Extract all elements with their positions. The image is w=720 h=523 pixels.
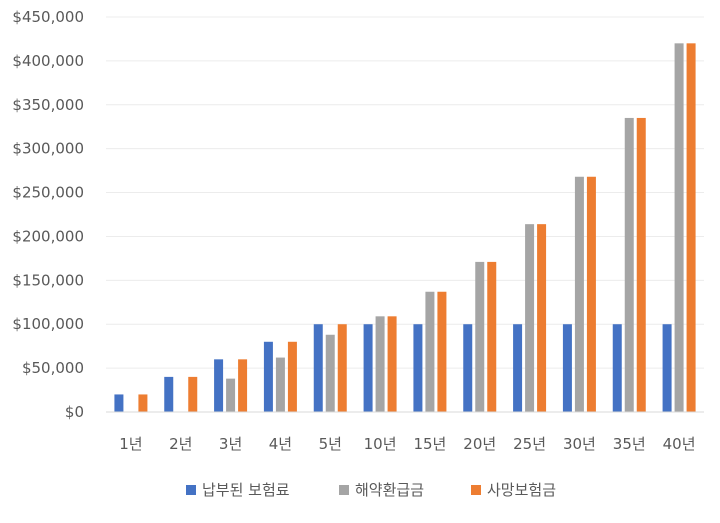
y-tick-label: $0 xyxy=(65,403,84,421)
bar xyxy=(287,341,297,412)
bar xyxy=(188,376,198,412)
bar xyxy=(463,324,473,412)
bar xyxy=(624,117,634,412)
legend: 납부된 보험료 해약환급금 사망보험금 xyxy=(186,481,556,499)
bar xyxy=(263,341,273,412)
x-tick-label: 4년 xyxy=(269,435,292,453)
legend-item: 해약환급금 xyxy=(339,481,424,499)
bar xyxy=(636,117,646,412)
bar xyxy=(238,359,248,412)
bar xyxy=(525,224,535,412)
y-axis-tick-labels: $0 $50,000 $100,000 $150,000 $200,000 $250,00… xyxy=(12,8,84,421)
legend-label: 사망보험금 xyxy=(487,481,556,499)
legend-label: 해약환급금 xyxy=(355,481,424,499)
x-tick-label: 1년 xyxy=(119,435,142,453)
bar xyxy=(226,378,236,412)
bar xyxy=(437,291,447,412)
bar xyxy=(413,324,423,412)
bar xyxy=(513,324,523,412)
y-tick-label: $50,000 xyxy=(22,359,84,377)
y-tick-label: $450,000 xyxy=(12,8,84,26)
bar xyxy=(562,324,572,412)
x-tick-label: 15년 xyxy=(413,435,446,453)
bar xyxy=(337,324,347,412)
bar xyxy=(475,261,485,412)
bar xyxy=(375,316,385,412)
x-tick-label: 3년 xyxy=(219,435,242,453)
legend-swatch xyxy=(186,485,196,495)
bar xyxy=(612,324,622,412)
bar xyxy=(662,324,672,412)
y-tick-label: $200,000 xyxy=(12,227,84,245)
bar xyxy=(537,224,547,412)
bar xyxy=(164,376,174,412)
bar xyxy=(214,359,224,412)
bar xyxy=(313,324,323,412)
bar xyxy=(574,176,584,412)
legend-label: 납부된 보험료 xyxy=(202,481,290,499)
y-tick-label: $250,000 xyxy=(12,184,84,202)
x-tick-label: 30년 xyxy=(563,435,596,453)
bar xyxy=(325,334,335,412)
y-tick-label: $350,000 xyxy=(12,96,84,114)
bar xyxy=(686,43,696,412)
x-axis-tick-labels: 1년 2년 3년 4년 5년 10년 15년 20년 25년 30년 35년 40년 xyxy=(119,435,695,453)
x-tick-label: 10년 xyxy=(364,435,397,453)
bar xyxy=(586,176,596,412)
x-tick-label: 35년 xyxy=(613,435,646,453)
x-tick-label: 40년 xyxy=(663,435,696,453)
y-tick-label: $150,000 xyxy=(12,271,84,289)
y-tick-label: $100,000 xyxy=(12,315,84,333)
legend-item: 납부된 보험료 xyxy=(186,481,290,499)
x-tick-label: 20년 xyxy=(463,435,496,453)
x-tick-label: 5년 xyxy=(319,435,342,453)
bar xyxy=(487,261,497,412)
bar xyxy=(674,43,684,412)
bar xyxy=(425,291,435,412)
bars xyxy=(114,43,696,412)
bar xyxy=(114,394,124,412)
legend-item: 사망보험금 xyxy=(471,481,556,499)
x-tick-label: 25년 xyxy=(513,435,546,453)
bar xyxy=(363,324,373,412)
bar xyxy=(138,394,148,412)
x-tick-label: 2년 xyxy=(169,435,192,453)
legend-swatch xyxy=(339,485,349,495)
y-tick-label: $300,000 xyxy=(12,140,84,158)
legend-swatch xyxy=(471,485,481,495)
gridlines xyxy=(106,16,704,369)
bar xyxy=(387,316,397,412)
y-tick-label: $400,000 xyxy=(12,52,84,70)
bar xyxy=(275,357,285,412)
